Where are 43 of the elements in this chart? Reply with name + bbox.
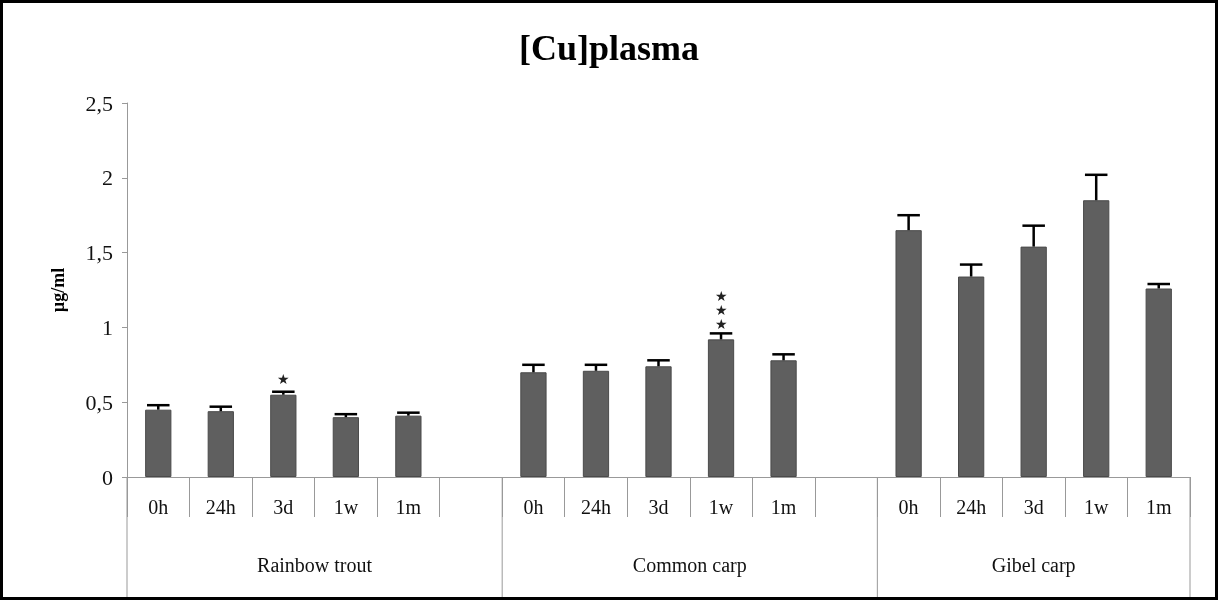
x-tick-label: 1w xyxy=(1083,496,1109,518)
bar xyxy=(207,411,234,477)
bar xyxy=(707,339,735,477)
x-tick-label: 1m xyxy=(1145,496,1172,518)
text: Common carp xyxy=(632,554,747,577)
bar xyxy=(270,394,297,477)
x-tick-label: 0h xyxy=(148,496,169,518)
x-tick-label: 0h xyxy=(523,496,544,518)
bar xyxy=(395,415,422,477)
bar xyxy=(332,417,359,477)
y-tick-label: 0,5 xyxy=(85,389,113,415)
bar xyxy=(1020,246,1047,477)
y-tick-label: 1 xyxy=(102,314,113,340)
x-tick-label: 1m xyxy=(770,496,797,518)
x-tick-label: 1m xyxy=(395,496,422,518)
x-tick-label: 24h xyxy=(205,496,236,518)
bar xyxy=(582,370,610,477)
x-tick-label: 24h xyxy=(580,496,611,518)
text: Rainbow trout xyxy=(257,554,373,576)
bar xyxy=(520,372,547,477)
data-label: ★ xyxy=(276,372,290,388)
x-tick-label: 3d xyxy=(1023,496,1044,518)
y-tick-label: 0 xyxy=(102,464,113,490)
x-tick-label: 3d xyxy=(648,496,669,518)
bar xyxy=(895,230,922,477)
bar xyxy=(145,409,172,477)
x-tick-label: 24h xyxy=(956,496,987,518)
bar xyxy=(1083,200,1110,477)
y-axis-title: µg/ml xyxy=(48,267,68,313)
x-tick-label: 1w xyxy=(708,496,734,518)
bar xyxy=(645,366,672,477)
y-tick-label: 2,5 xyxy=(85,90,113,116)
chart-title: [Cu]plasma xyxy=(518,28,700,68)
x-tick-label: 1w xyxy=(333,496,359,518)
bar xyxy=(770,360,797,477)
text: Gibel carp xyxy=(991,554,1076,577)
x-tick-label: 3d xyxy=(273,496,294,518)
y-tick-label: 1,5 xyxy=(85,240,113,266)
x-tick-label: 0h xyxy=(898,496,919,518)
bar xyxy=(958,276,985,477)
y-tick-label: 2 xyxy=(102,165,113,191)
bar xyxy=(1145,288,1172,477)
data-label: ★★★ xyxy=(714,288,728,332)
